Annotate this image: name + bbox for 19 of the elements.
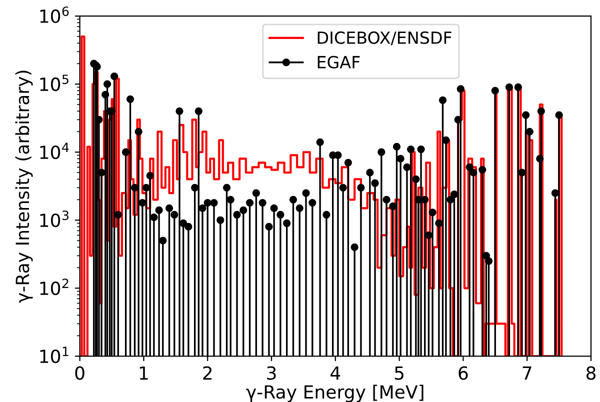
y-tick-label: 10$^{4}$ <box>40 142 69 160</box>
y-tick-label: 10$^{2}$ <box>40 278 68 296</box>
y-tick-label: 10$^{1}$ <box>40 346 68 364</box>
x-tick-label: 1 <box>140 366 148 380</box>
y-tick-label: 10$^{5}$ <box>40 74 68 92</box>
x-tick-label: 4 <box>330 366 340 380</box>
x-tick-label: 6 <box>458 366 468 380</box>
x-tick-label: 8 <box>586 366 596 380</box>
y-axis-title: γ-Ray Intensity (arbitrary) <box>15 70 33 303</box>
x-tick-label: 7 <box>522 366 532 380</box>
legend-label: EGAF <box>318 56 360 68</box>
y-tick-label: 10$^{3}$ <box>40 210 68 228</box>
x-tick-label: 5 <box>394 366 404 380</box>
legend-label: DICEBOX/ENSDF <box>318 31 452 46</box>
y-tick-label: 10$^{6}$ <box>40 6 69 24</box>
x-tick-label: 2 <box>203 366 212 380</box>
x-tick-label: 3 <box>267 366 276 380</box>
x-axis-title: γ-Ray Energy [MeV] <box>246 384 424 402</box>
x-tick-label: 0 <box>75 366 84 380</box>
